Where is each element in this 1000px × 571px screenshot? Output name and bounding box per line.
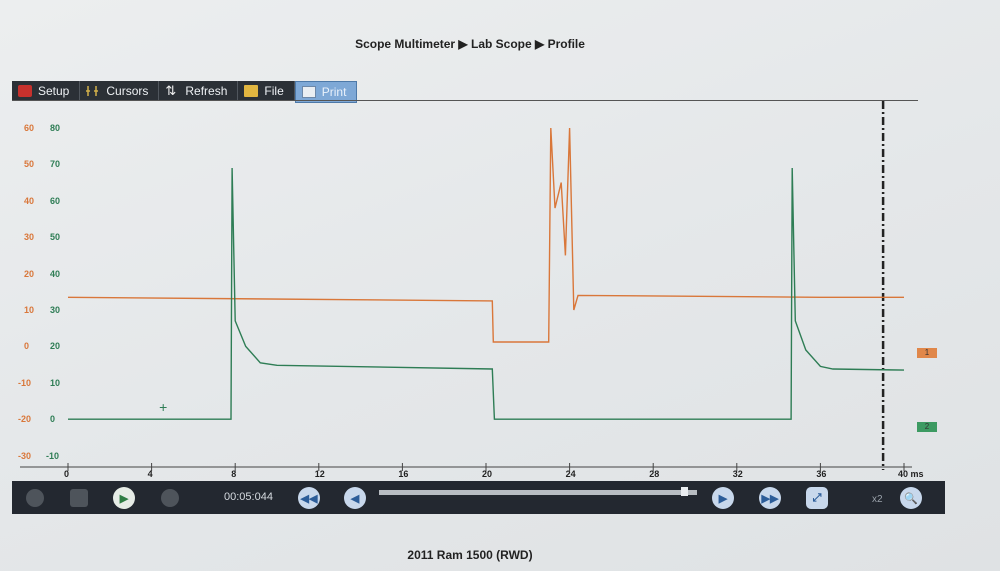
zoom-level: x2 <box>872 494 883 505</box>
y-tick-label-ch2: 20 <box>50 341 61 352</box>
x-tick-label: 16 <box>398 469 409 479</box>
y-tick-label-ch2: 10 <box>50 377 61 388</box>
printer-icon <box>301 86 316 98</box>
crosshair-marker: + <box>159 399 167 415</box>
vehicle-label: 2011 Ram 1500 (RWD) <box>407 548 533 562</box>
record-button[interactable] <box>161 489 179 507</box>
print-label: Print <box>321 85 347 99</box>
print-button[interactable]: Print <box>294 81 358 103</box>
x-tick-label: 4 <box>147 469 153 479</box>
zoom-icon[interactable]: 🔍 <box>900 487 922 509</box>
play-button[interactable]: ▶ <box>113 487 135 509</box>
y-tick-label-ch1: 0 <box>24 341 30 352</box>
y-tick-label-ch1: -20 <box>18 414 32 425</box>
x-tick-label: 20 <box>482 469 493 479</box>
file-label: File <box>264 84 284 98</box>
y-tick-label-ch1: 30 <box>24 232 35 243</box>
y-tick-label-ch1: 10 <box>24 305 35 315</box>
y-tick-label-ch1: 20 <box>24 268 35 279</box>
series-line-channel-1 <box>67 127 904 343</box>
x-tick-label: 0 <box>64 469 70 479</box>
folder-icon <box>244 85 259 97</box>
refresh-label: Refresh <box>185 84 228 98</box>
x-tick-label: 24 <box>565 469 576 479</box>
step-back-button[interactable]: ◀ <box>344 487 366 509</box>
y-tick-label-ch2: -10 <box>46 450 60 461</box>
refresh-button[interactable]: ⇅ Refresh <box>159 81 239 101</box>
cursors-icon <box>86 85 100 97</box>
time-readout: 00:05:044 <box>224 491 273 503</box>
setup-label: Setup <box>38 84 70 98</box>
toolbox-icon <box>18 85 32 97</box>
y-tick-label-ch1: -30 <box>18 450 32 461</box>
x-tick-label: 28 <box>649 469 660 479</box>
cursors-button[interactable]: Cursors <box>80 81 160 101</box>
x-tick-label: 12 <box>314 469 325 479</box>
x-tick-label: 36 <box>816 469 827 479</box>
y-tick-label-ch2: 80 <box>50 123 61 133</box>
file-button[interactable]: File <box>238 81 295 101</box>
series-line-channel-2 <box>68 167 905 420</box>
x-tick-label: 32 <box>732 469 743 479</box>
setup-button[interactable]: Setup <box>12 81 81 101</box>
step-forward-button[interactable]: ▶ <box>712 487 734 509</box>
channel-1-marker[interactable]: 1 <box>917 348 937 358</box>
rewind-button[interactable]: ◀◀ <box>298 487 320 509</box>
camera-button[interactable] <box>26 489 44 507</box>
y-tick-label-ch1: 50 <box>24 159 35 170</box>
x-tick-label: 40 ms <box>898 469 924 479</box>
y-tick-label-ch2: 60 <box>50 195 61 206</box>
playback-slider[interactable] <box>379 490 697 495</box>
x-tick-label: 8 <box>231 469 237 479</box>
y-tick-label-ch1: -10 <box>18 377 32 388</box>
fit-screen-button[interactable]: ⤢ <box>806 487 828 509</box>
fast-forward-button[interactable]: ▶▶ <box>759 487 781 509</box>
y-tick-label-ch2: 30 <box>50 305 61 315</box>
refresh-icon: ⇅ <box>165 83 177 98</box>
y-tick-label-ch1: 40 <box>24 195 35 206</box>
y-tick-label-ch2: 40 <box>50 268 61 279</box>
playback-slider-thumb[interactable] <box>681 487 689 496</box>
playback-bar: ▶ 00:05:044 ◀◀ ◀ ▶ ▶▶ ⤢ x2 🔍 <box>12 481 945 514</box>
toolbar: Setup Cursors ⇅ Refresh File Print <box>12 81 358 103</box>
y-tick-label-ch2: 50 <box>50 232 61 243</box>
channel-2-marker[interactable]: 2 <box>917 422 937 432</box>
stop-button[interactable] <box>70 489 88 507</box>
cursors-label: Cursors <box>106 84 149 98</box>
y-tick-label-ch1: 60 <box>24 123 35 133</box>
y-tick-label-ch2: 70 <box>50 159 61 170</box>
chart-top-border <box>12 100 918 101</box>
breadcrumb: Scope Multimeter ▶ Lab Scope ▶ Profile <box>355 37 585 51</box>
y-tick-label-ch2: 0 <box>50 414 56 425</box>
